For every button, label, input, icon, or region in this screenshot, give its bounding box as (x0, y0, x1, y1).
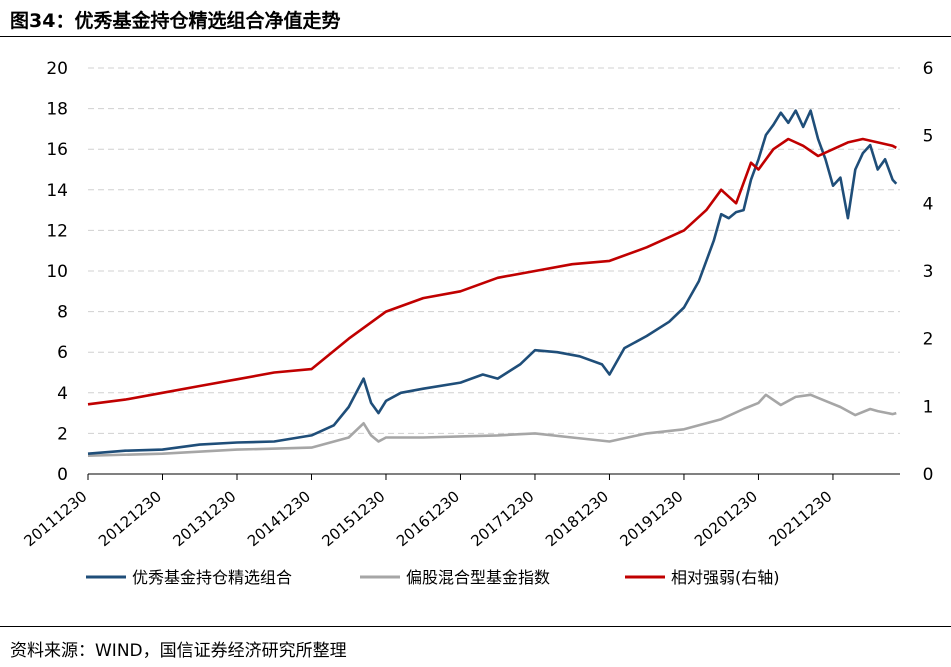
right-tick-label: 3 (923, 262, 934, 282)
x-tick-label: 20211230 (765, 487, 835, 550)
left-tick-label: 16 (46, 140, 68, 160)
x-tick-label: 20201230 (691, 487, 761, 550)
left-axis-ticks: 0 2 4 6 8 10 12 14 16 18 20 (46, 59, 68, 485)
left-tick-label: 14 (46, 181, 68, 201)
series-lines (87, 109, 898, 457)
x-tick-label: 20161230 (393, 487, 463, 550)
legend: 优秀基金持仓精选组合 偏股混合型基金指数 相对强弱(右轴) (86, 568, 780, 587)
left-tick-label: 2 (57, 424, 68, 444)
legend-label: 优秀基金持仓精选组合 (132, 568, 292, 587)
source-note: 资料来源：WIND，国信证券经济研究所整理 (10, 641, 347, 661)
title-divider (0, 36, 951, 37)
legend-label: 偏股混合型基金指数 (406, 568, 550, 587)
footer-divider (0, 626, 951, 627)
left-tick-label: 18 (46, 100, 68, 120)
left-tick-label: 8 (57, 303, 68, 323)
series-line (87, 393, 897, 457)
left-tick-label: 20 (46, 59, 68, 79)
right-tick-label: 2 (923, 330, 934, 350)
legend-label: 相对强弱(右轴) (671, 568, 780, 587)
left-tick-label: 4 (57, 384, 68, 404)
x-tick-label: 20181230 (542, 487, 612, 550)
x-tick-label: 20141230 (244, 487, 314, 550)
x-tick-label: 20111230 (21, 487, 91, 550)
right-tick-label: 0 (923, 465, 934, 485)
x-tick-label: 20171230 (467, 487, 537, 550)
x-tick-label: 20121230 (95, 487, 165, 550)
grid-lines (88, 67, 900, 434)
x-tick-label: 20191230 (616, 487, 686, 550)
x-tick-label: 20151230 (318, 487, 388, 550)
left-tick-label: 12 (46, 221, 68, 241)
right-tick-label: 5 (923, 127, 934, 147)
left-tick-label: 6 (57, 343, 68, 363)
series-line (87, 137, 897, 406)
right-tick-label: 1 (923, 397, 934, 417)
right-axis-ticks: 0 1 2 3 4 5 6 (923, 59, 934, 485)
right-tick-label: 6 (923, 59, 934, 79)
page-title: 图34：优秀基金持仓精选组合净值走势 (10, 10, 341, 32)
x-tick-label: 20131230 (169, 487, 239, 550)
left-tick-label: 10 (46, 262, 68, 282)
left-tick-label: 0 (57, 465, 68, 485)
series-line (87, 109, 898, 455)
right-tick-label: 4 (923, 194, 934, 214)
x-axis: 20111230 20121230 20131230 20141230 20151230… (21, 473, 900, 550)
